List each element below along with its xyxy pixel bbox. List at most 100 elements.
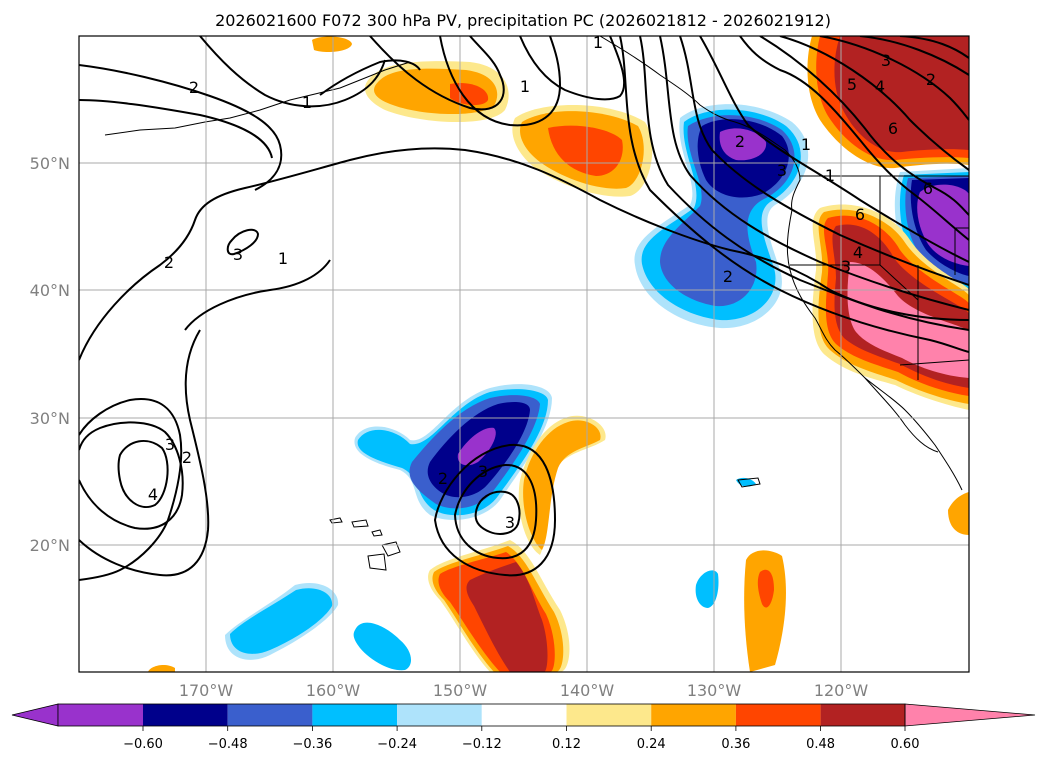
contour-label: 3	[165, 435, 175, 454]
lon-label-160w: 160°W	[306, 681, 361, 700]
pv-contour-ridge-3	[779, 36, 969, 171]
contour-label: 3	[505, 513, 515, 532]
lat-label-40n: 40°N	[30, 281, 70, 300]
island-east	[737, 477, 761, 488]
colorbar-tick-label: 0.24	[637, 737, 666, 752]
contour-label: 2	[164, 253, 174, 272]
pv-contour-3-southwest	[79, 421, 184, 530]
colorbar-segment	[651, 704, 736, 726]
pv-contour-alaska-small	[319, 59, 421, 96]
pv-contour-3-trough	[639, 36, 969, 331]
contour-label: 3	[777, 161, 787, 180]
contour-label: 1	[593, 33, 603, 52]
contour-label: 4	[875, 77, 885, 96]
contour-label: 1	[278, 249, 288, 268]
lat-label-20n: 20°N	[30, 536, 70, 555]
contour-label: 1	[801, 135, 811, 154]
pv-contour-1-main	[79, 147, 969, 361]
pv-contour-2-small	[226, 228, 260, 256]
precip-positive-small-east-core	[757, 569, 774, 608]
precip-negative-subtropical-max	[457, 427, 496, 466]
pv-contour-low-mid	[453, 463, 538, 560]
hawaii-island-4	[381, 541, 401, 557]
pv-contour-6-trough	[699, 36, 969, 263]
contour-label: 3	[233, 245, 243, 264]
colorbar-tick-label: −0.60	[123, 737, 163, 752]
colorbar-segment	[820, 704, 905, 726]
colorbar-extend-min	[11, 703, 59, 727]
precip-positive-alaska-coast	[312, 36, 352, 52]
colorbar-segment	[735, 704, 821, 726]
hawaii-island-5	[367, 553, 387, 571]
pv-contour-low-inner	[474, 490, 521, 535]
pv-contour-1-southwest	[79, 398, 183, 581]
contour-label: 3	[478, 462, 488, 481]
figure-title: 2026021600 F072 300 hPa PV, precipitatio…	[215, 11, 831, 30]
lon-label-170w: 170°W	[179, 681, 234, 700]
border-state-3	[954, 227, 969, 275]
colorbar: −0.60 −0.48 −0.36 −0.24 −0.12 0.12 0.24 …	[11, 703, 1036, 752]
pv-contour-ridge-4	[819, 36, 969, 121]
pv-contour-ridge-5	[859, 36, 969, 76]
latitude-labels: 50°N 40°N 30°N 20°N	[30, 154, 70, 555]
colorbar-tick-label: −0.12	[462, 737, 502, 752]
contour-label: 1	[520, 77, 530, 96]
lon-label-150w: 150°W	[433, 681, 488, 700]
pv-contour-ridge-2	[759, 36, 969, 216]
pv-contour-1-alaska-a	[519, 36, 626, 101]
colorbar-tick-label: −0.36	[292, 737, 332, 752]
contour-label: 3	[881, 51, 891, 70]
lon-label-140w: 140°W	[560, 681, 615, 700]
pv-contour-1-lower	[79, 329, 210, 577]
colorbar-tick-label: 0.12	[552, 737, 581, 752]
colorbar-tick-label: 0.48	[806, 737, 835, 752]
contour-label: 2	[926, 70, 936, 89]
colorbar-extend-max	[904, 703, 1036, 727]
colorbar-segment	[312, 704, 398, 726]
pv-contour-4-southwest	[117, 439, 169, 508]
precip-positive-subtropical-lower-darkred	[466, 562, 548, 672]
border-mexico	[899, 359, 969, 366]
colorbar-segment	[227, 704, 313, 726]
contour-label: 4	[148, 485, 158, 504]
coastlines	[104, 36, 969, 571]
hawaii-island-3	[371, 529, 383, 537]
contour-label: 6	[888, 119, 898, 138]
lon-label-120w: 120°W	[814, 681, 869, 700]
precip-negative-sw-pacific-core	[230, 588, 333, 654]
lon-label-130w: 130°W	[687, 681, 742, 700]
contour-label: 6	[923, 179, 933, 198]
baja-coast	[864, 377, 939, 453]
contour-label: 1	[825, 166, 835, 185]
contour-label: 2	[735, 132, 745, 151]
pv-contour-5-trough	[679, 36, 969, 286]
graticule	[79, 36, 969, 672]
colorbar-tick-label: −0.48	[208, 737, 248, 752]
colorbar-segment	[566, 704, 652, 726]
contour-label: 2	[182, 448, 192, 467]
contour-label: 4	[853, 243, 863, 262]
pv-contour-ridge-1	[739, 36, 969, 241]
colorbar-segment	[397, 704, 482, 726]
colorbar-ticks	[142, 726, 906, 731]
precip-positive-subtropical-upper-core	[523, 420, 601, 550]
alaska-coast	[599, 36, 963, 491]
pv-contour-low-outer	[433, 443, 557, 577]
precip-positive-small-west	[148, 665, 175, 672]
contour-label: 6	[855, 205, 865, 224]
pv-contour-ridge-6	[899, 36, 969, 59]
colorbar-tick-label: 0.36	[721, 737, 750, 752]
precip-positive-canada-darkred	[834, 36, 969, 153]
map-panel: 2 3 1 2 1 1 2 3 4 3 2 3 2 1 3 1 2 6 4 3 …	[78, 33, 970, 673]
pv-contour-2-upper	[369, 36, 505, 111]
precip-negative-intermountain-max	[917, 184, 969, 266]
hawaii-island-2	[351, 519, 369, 528]
pv-contour-1-alaska-b	[439, 36, 562, 127]
aleutian-islands	[104, 61, 411, 136]
colorbar-tick-label: −0.24	[377, 737, 417, 752]
pv-contour-2-north	[79, 64, 283, 191]
pv-contour-2-northwest	[79, 99, 273, 159]
contour-label: 2	[189, 78, 199, 97]
contour-label: 2	[723, 267, 733, 286]
